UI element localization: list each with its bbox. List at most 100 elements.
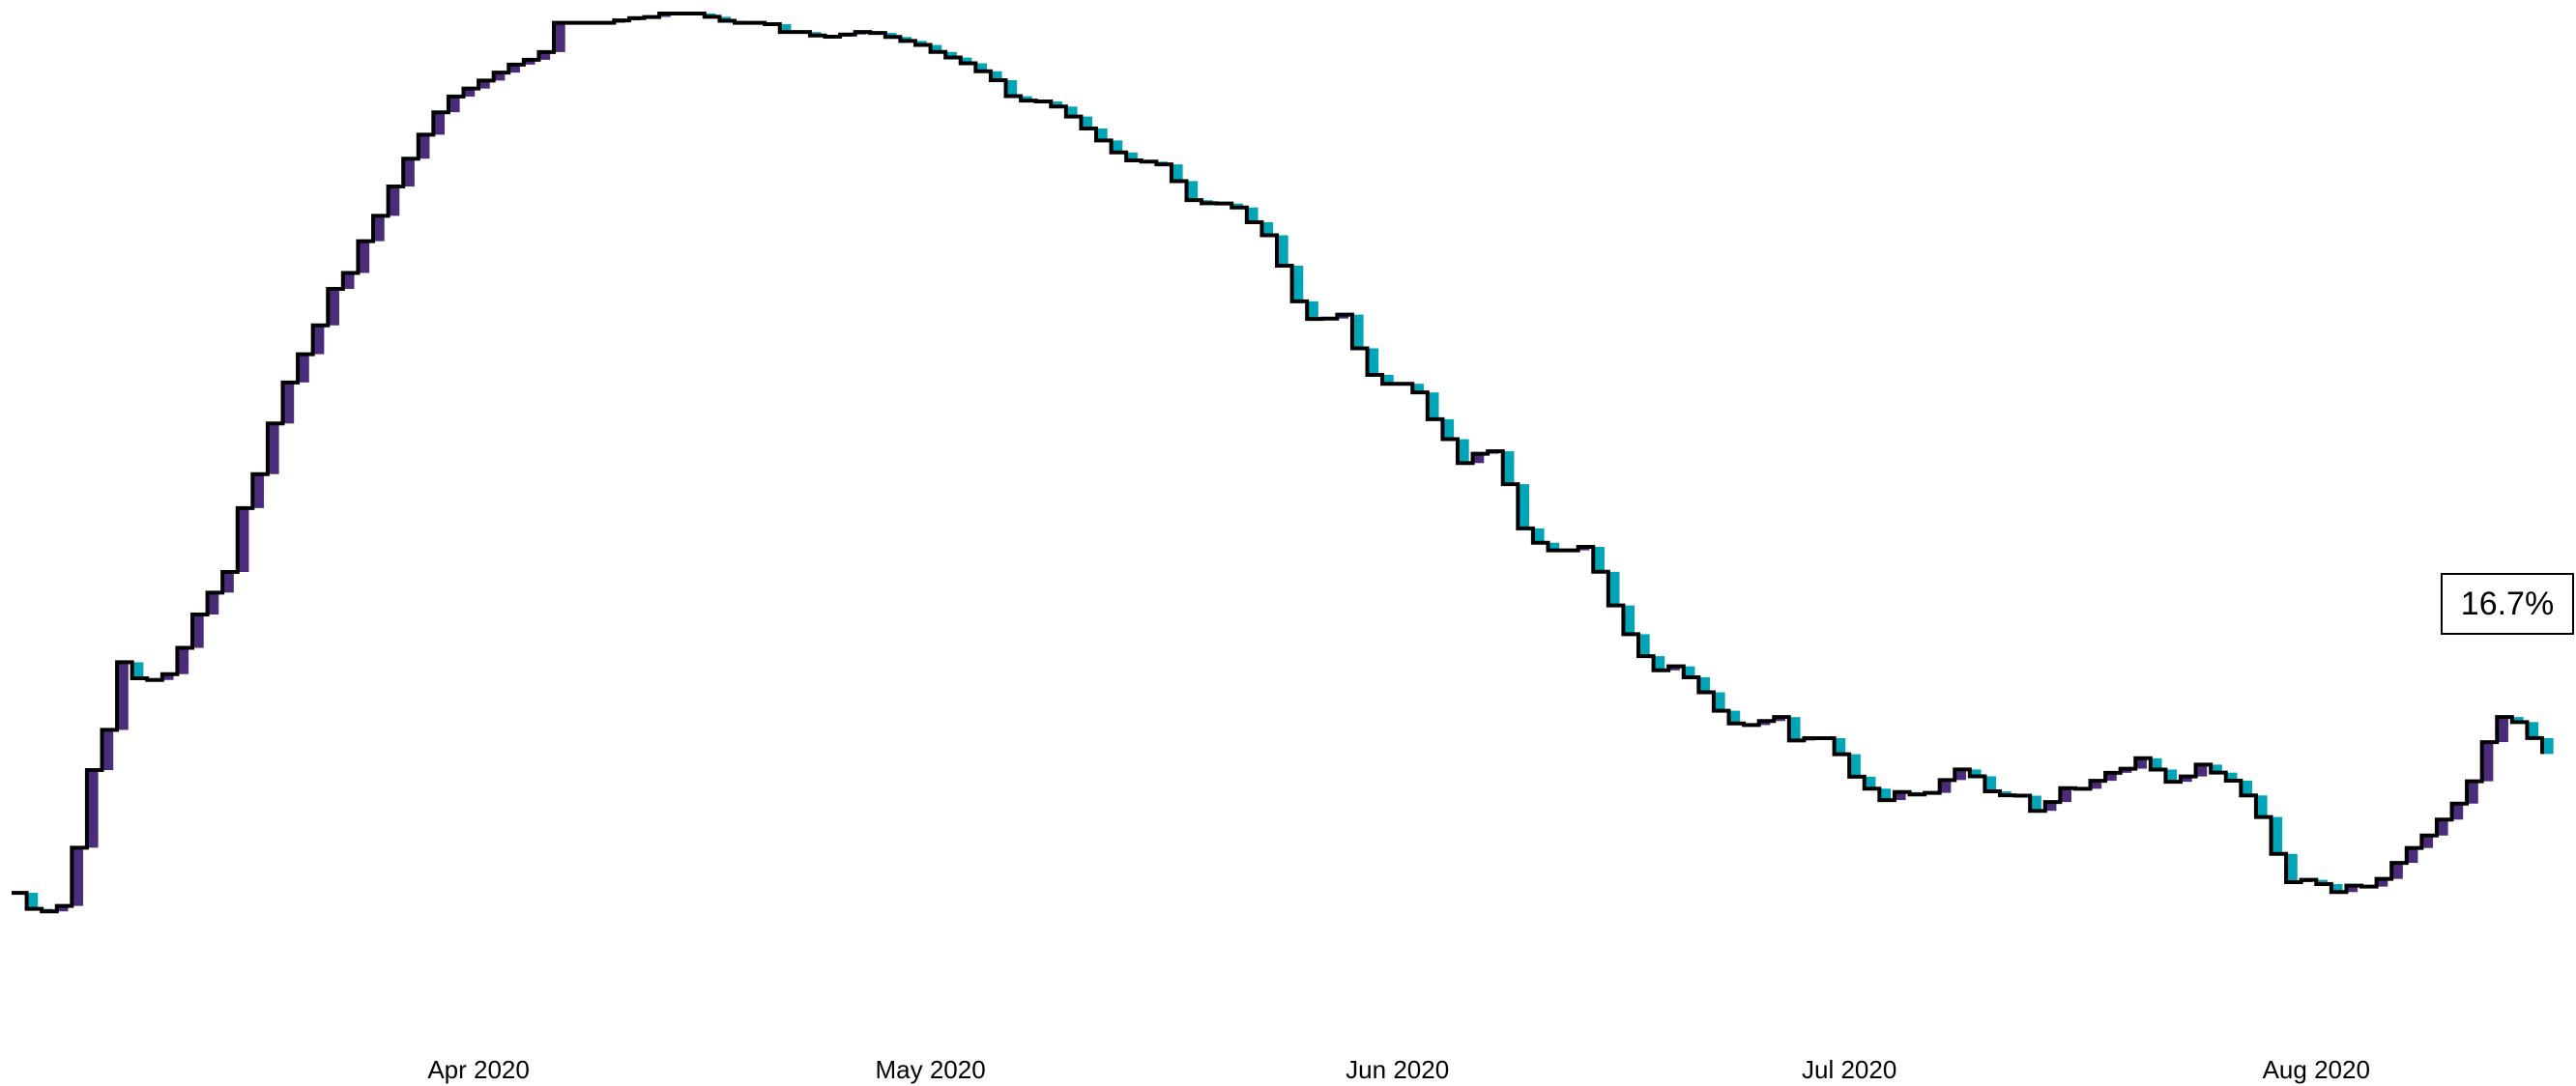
change-bar <box>237 507 249 572</box>
change-bar <box>252 473 265 508</box>
change-bar <box>448 96 460 113</box>
change-bar <box>2120 768 2132 773</box>
change-bar <box>719 16 732 21</box>
change-bar <box>1653 656 1665 671</box>
change-bar <box>1171 164 1183 182</box>
change-bar <box>2195 764 2208 777</box>
change-bar <box>1502 451 1515 485</box>
change-bar <box>388 186 400 216</box>
change-bar <box>2105 772 2117 782</box>
change-bar <box>960 57 972 64</box>
change-bar <box>1051 101 1062 107</box>
change-bar <box>2436 819 2448 836</box>
change-bar <box>2000 791 2012 796</box>
change-bar <box>1593 546 1605 572</box>
change-bar <box>538 51 551 60</box>
change-bar <box>2150 757 2162 770</box>
change-bar <box>1277 235 1288 267</box>
change-bar <box>2542 737 2554 755</box>
change-bar <box>463 88 476 97</box>
change-bar <box>2211 764 2222 773</box>
change-bar <box>72 847 84 906</box>
change-bar <box>930 44 942 52</box>
change-bar <box>1246 207 1259 222</box>
x-tick-label: Aug 2020 <box>2263 1055 2370 1084</box>
change-bar <box>2346 885 2359 893</box>
change-bar <box>1307 300 1318 320</box>
x-tick-label: Apr 2020 <box>427 1055 530 1084</box>
change-bars <box>26 14 2554 912</box>
change-bar <box>478 80 490 89</box>
change-bar <box>990 71 1002 80</box>
change-bar <box>2181 776 2192 783</box>
change-bar <box>1367 348 1379 375</box>
change-bar <box>2044 802 2057 812</box>
change-bar <box>1969 769 1982 777</box>
change-bar <box>117 662 129 730</box>
change-bar <box>1458 439 1469 464</box>
change-bar <box>1683 666 1695 677</box>
change-bar <box>373 215 385 242</box>
change-bar <box>2451 803 2464 820</box>
change-bar <box>131 662 144 678</box>
change-bar <box>1096 128 1108 141</box>
change-bar <box>433 112 446 135</box>
change-bar <box>1758 721 1771 726</box>
change-bar <box>1698 676 1711 693</box>
change-bar <box>1834 737 1846 755</box>
change-bar <box>1894 791 1906 801</box>
change-bar <box>2241 780 2253 796</box>
change-bar <box>2376 878 2388 887</box>
series-step-line <box>12 12 2544 914</box>
change-bar <box>2135 757 2147 769</box>
change-bar <box>1954 769 1966 781</box>
change-bar <box>2316 879 2328 885</box>
change-bar <box>312 325 325 355</box>
change-bar <box>508 64 520 73</box>
change-bar <box>1788 717 1801 741</box>
change-bar <box>403 158 415 187</box>
change-bar <box>26 893 39 909</box>
change-bar <box>2467 781 2478 804</box>
change-bar <box>1005 80 1018 97</box>
change-bar <box>2271 816 2283 854</box>
change-bar <box>554 22 565 52</box>
change-bar <box>161 673 174 680</box>
change-bar <box>1984 776 1997 792</box>
change-bar <box>900 37 912 42</box>
change-bar <box>2511 717 2524 723</box>
change-bar <box>1472 453 1485 464</box>
change-bar <box>1728 710 1741 724</box>
change-bar <box>86 770 99 848</box>
change-bar <box>945 51 957 58</box>
change-bar <box>884 33 897 38</box>
change-bar <box>2391 863 2403 879</box>
callout-value: 16.7% <box>2461 586 2554 622</box>
change-bar <box>1081 116 1093 129</box>
last-value-callout: 16.7% <box>2441 573 2574 635</box>
change-bar <box>101 729 114 771</box>
x-tick-label: Jul 2020 <box>1802 1055 1896 1084</box>
change-bar <box>1518 484 1530 529</box>
change-bar <box>975 63 988 71</box>
change-bar <box>282 382 295 424</box>
change-bar <box>2060 787 2072 803</box>
change-bar <box>2255 795 2268 817</box>
change-bar <box>1021 96 1032 101</box>
x-axis: Apr 2020 May 2020 Jun 2020 Jul 2020 Aug 2020 <box>427 1055 2370 1084</box>
change-bar <box>1261 222 1274 236</box>
change-bar <box>1849 754 1861 777</box>
change-bar <box>1337 314 1349 319</box>
change-bar <box>1111 140 1123 153</box>
change-bar <box>1713 692 1725 711</box>
change-bar <box>523 59 535 65</box>
change-bar <box>1427 392 1439 419</box>
change-bar <box>1186 181 1199 201</box>
change-bar <box>1442 418 1455 440</box>
change-bar <box>2090 781 2102 789</box>
change-bar <box>192 614 204 648</box>
change-bar <box>493 72 506 81</box>
change-bar <box>1126 152 1138 161</box>
change-bar <box>2481 742 2494 782</box>
